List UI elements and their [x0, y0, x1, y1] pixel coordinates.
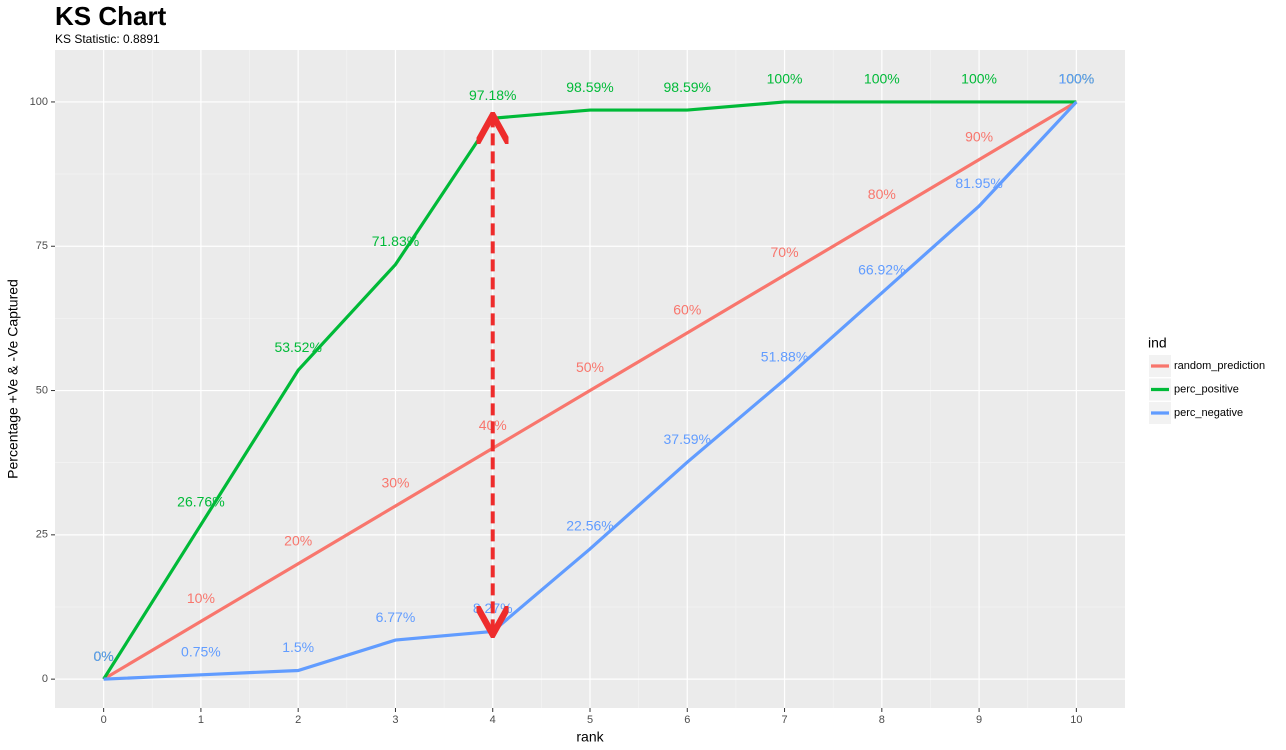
value-label: 81.95%: [955, 175, 1002, 191]
y-axis-title: Percentage +Ve & -Ve Captured: [5, 279, 21, 479]
legend-title: ind: [1148, 335, 1167, 351]
x-tick-label: 3: [392, 714, 398, 726]
x-tick-label: 0: [101, 714, 107, 726]
x-tick-label: 6: [684, 714, 690, 726]
value-label: 30%: [381, 475, 409, 491]
value-label: 98.59%: [664, 79, 711, 95]
value-label: 0.75%: [181, 644, 221, 660]
value-label: 100%: [1058, 71, 1094, 87]
value-label: 98.59%: [566, 79, 613, 95]
legend-label: random_prediction: [1174, 360, 1265, 372]
legend-label: perc_negative: [1174, 407, 1243, 419]
series-line: [102, 100, 1078, 681]
value-label: 0%: [94, 648, 114, 664]
x-tick-label: 9: [976, 714, 982, 726]
value-label: 100%: [961, 71, 997, 87]
x-tick-label: 2: [295, 714, 301, 726]
value-label: 50%: [576, 359, 604, 375]
value-label: 100%: [1058, 71, 1094, 87]
value-label: 97.18%: [469, 87, 516, 103]
value-label: 51.88%: [761, 348, 808, 364]
series-line: [102, 100, 1077, 680]
value-label: 90%: [965, 128, 993, 144]
value-label: 26.76%: [177, 493, 224, 509]
x-tick-label: 8: [879, 714, 885, 726]
value-label: 71.83%: [372, 233, 419, 249]
value-label: 66.92%: [858, 262, 905, 278]
chart-title: KS Chart: [55, 1, 167, 31]
x-tick-label: 10: [1070, 714, 1082, 726]
value-label: 0%: [94, 648, 114, 664]
value-label: 20%: [284, 532, 312, 548]
value-label: 70%: [771, 244, 799, 260]
y-tick-label: 0: [42, 673, 48, 685]
x-axis-title: rank: [576, 729, 604, 745]
series-line: [103, 100, 1078, 681]
value-label: 1.5%: [282, 639, 314, 655]
x-tick-label: 4: [490, 714, 496, 726]
legend-label: perc_positive: [1174, 383, 1239, 395]
y-tick-label: 100: [30, 96, 48, 108]
value-label: 10%: [187, 590, 215, 606]
value-label: 0%: [94, 648, 114, 664]
y-tick-label: 25: [36, 529, 48, 541]
value-label: 100%: [864, 71, 900, 87]
y-tick-label: 50: [36, 384, 48, 396]
value-label: 60%: [673, 302, 701, 318]
y-tick-label: 75: [36, 240, 48, 252]
value-label: 100%: [1058, 71, 1094, 87]
value-label: 80%: [868, 186, 896, 202]
x-tick-label: 1: [198, 714, 204, 726]
value-label: 53.52%: [274, 339, 321, 355]
x-tick-label: 7: [781, 714, 787, 726]
value-label: 6.77%: [376, 609, 416, 625]
x-tick-label: 5: [587, 714, 593, 726]
value-label: 22.56%: [566, 518, 613, 534]
value-label: 100%: [767, 71, 803, 87]
value-label: 37.59%: [664, 431, 711, 447]
chart-subtitle: KS Statistic: 0.8891: [55, 32, 160, 46]
